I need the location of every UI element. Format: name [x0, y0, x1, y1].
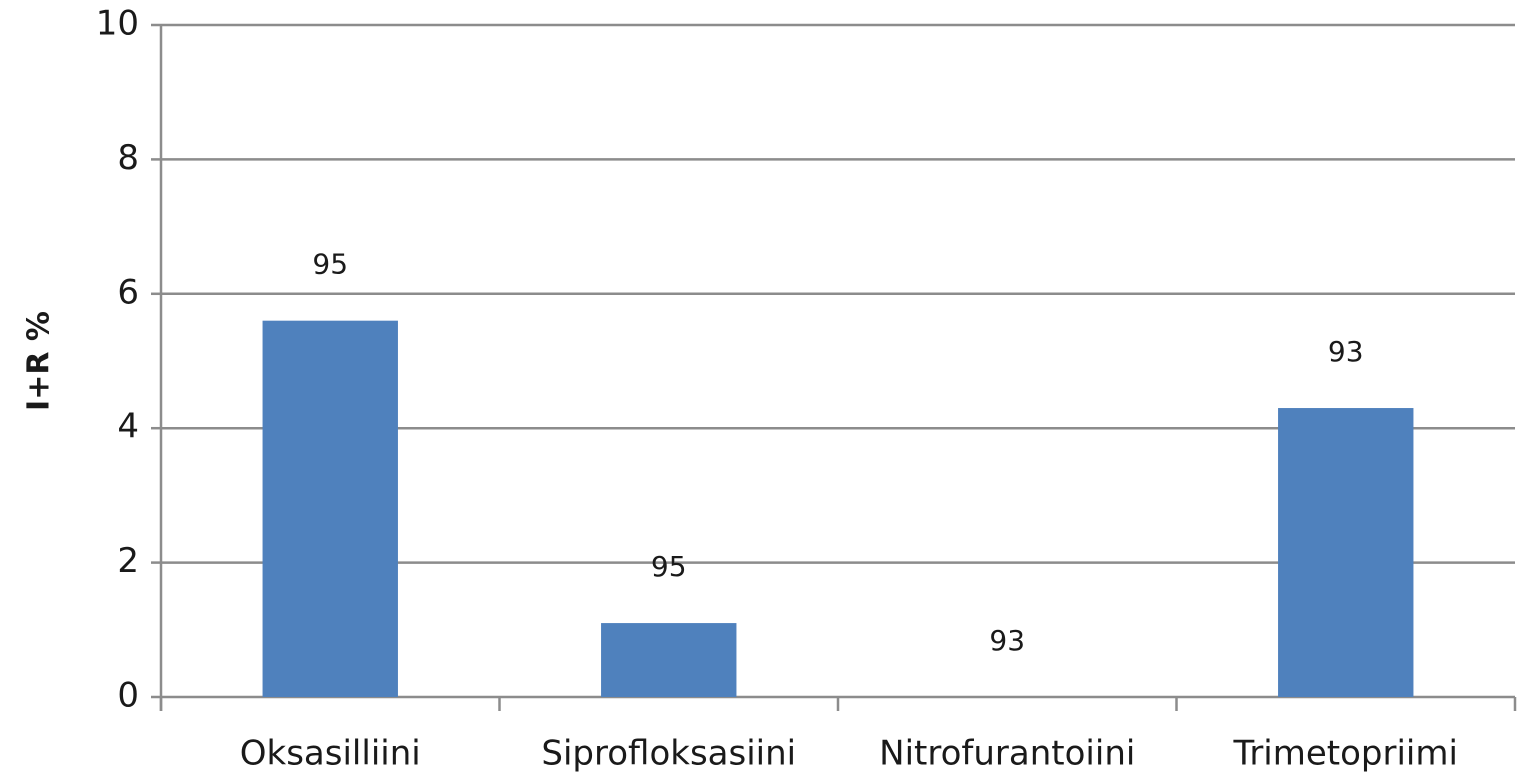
y-axis-title: I+R %: [22, 311, 57, 411]
x-tick-label: Oksasilliini: [240, 734, 421, 774]
bar-annotation: 93: [989, 624, 1025, 657]
y-tick-label: 6: [117, 272, 139, 312]
y-tick-label: 10: [96, 4, 139, 44]
x-tick-label: Trimetopriimi: [1233, 734, 1458, 774]
bar: [262, 320, 398, 697]
x-tick-label: Siprofloksasiini: [541, 734, 796, 774]
x-tick-label: Nitrofurantoiini: [879, 734, 1135, 774]
bar-annotation: 93: [1328, 335, 1364, 368]
y-tick-label: 0: [117, 676, 139, 716]
bar-annotation: 95: [312, 248, 348, 281]
bar-annotation: 95: [651, 550, 687, 583]
bar: [1278, 408, 1414, 697]
y-tick-label: 8: [117, 138, 139, 178]
bar: [601, 623, 737, 697]
y-tick-label: 2: [117, 541, 139, 581]
y-tick-label: 4: [117, 407, 139, 447]
